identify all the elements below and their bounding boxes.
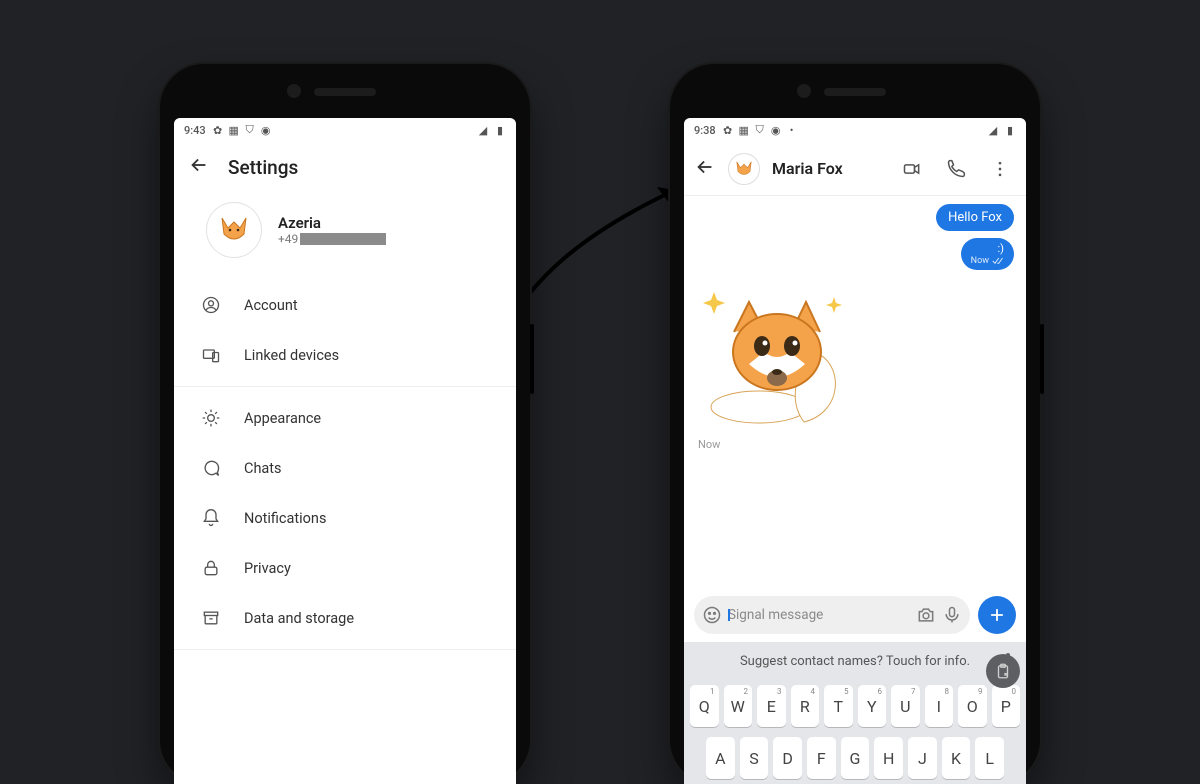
key-a[interactable]: A [706, 737, 735, 779]
bell-icon [200, 507, 222, 529]
fox-avatar-icon [214, 210, 254, 250]
gear-icon: ✿ [722, 124, 734, 136]
divider [174, 649, 516, 650]
profile-phone: +49 [278, 232, 386, 246]
battery-icon: ▮ [494, 124, 506, 136]
phone-settings: 9:43 ✿ ▦ ⛉ ◉ ◢ ▮ Settings [160, 64, 530, 784]
key-p[interactable]: P0 [992, 685, 1021, 727]
mic-icon[interactable] [942, 605, 962, 625]
settings-item-appearance[interactable]: Appearance [174, 393, 516, 443]
chat-header: Maria Fox [684, 142, 1026, 196]
message-placeholder: Signal message [728, 607, 910, 623]
key-t[interactable]: T5 [824, 685, 853, 727]
key-h[interactable]: H [874, 737, 903, 779]
avatar [206, 202, 262, 258]
keyboard-row: Q1W2E3R4T5Y6U7I8O9P0 [684, 680, 1026, 732]
back-button[interactable] [694, 156, 716, 182]
key-l[interactable]: L [975, 737, 1004, 779]
message-input[interactable]: Signal message [694, 596, 970, 634]
phone-chat: 9:38 ✿ ▦ ⛉ ◉ • ◢ ▮ Maria Fo [670, 64, 1040, 784]
gear-icon: ✿ [212, 124, 224, 136]
contact-avatar[interactable] [728, 153, 760, 185]
lock-icon [200, 557, 222, 579]
sun-icon [200, 407, 222, 429]
shield-icon: ⛉ [754, 124, 766, 136]
app-icon: ▦ [228, 124, 240, 136]
profile-row[interactable]: Azeria +49 [174, 192, 516, 280]
settings-item-label: Data and storage [244, 610, 354, 627]
redacted-phone [300, 233, 386, 245]
settings-item-privacy[interactable]: Privacy [174, 543, 516, 593]
key-s[interactable]: S [740, 737, 769, 779]
message-bubble-outgoing[interactable]: :) Now [961, 238, 1014, 270]
sticker-fox[interactable] [694, 272, 854, 432]
settings-item-label: Linked devices [244, 347, 339, 364]
chat-icon [200, 457, 222, 479]
settings-item-chats[interactable]: Chats [174, 443, 516, 493]
key-r[interactable]: R4 [791, 685, 820, 727]
message-composer: Signal message [684, 588, 1026, 642]
key-j[interactable]: J [908, 737, 937, 779]
status-time: 9:43 [184, 124, 206, 137]
status-bar: 9:38 ✿ ▦ ⛉ ◉ • ◢ ▮ [684, 118, 1026, 142]
status-time: 9:38 [694, 124, 716, 137]
key-y[interactable]: Y6 [858, 685, 887, 727]
settings-item-label: Appearance [244, 410, 321, 427]
key-i[interactable]: I8 [925, 685, 954, 727]
key-k[interactable]: K [942, 737, 971, 779]
page-title: Settings [228, 156, 298, 179]
key-q[interactable]: Q1 [690, 685, 719, 727]
message-bubble-outgoing[interactable]: Hello Fox [936, 204, 1014, 231]
add-button[interactable] [978, 596, 1016, 634]
settings-item-data-storage[interactable]: Data and storage [174, 593, 516, 643]
key-f[interactable]: F [807, 737, 836, 779]
profile-name: Azeria [278, 214, 386, 232]
devices-icon [200, 344, 222, 366]
settings-screen: 9:43 ✿ ▦ ⛉ ◉ ◢ ▮ Settings [174, 118, 516, 784]
key-o[interactable]: O9 [958, 685, 987, 727]
app-icon: ▦ [738, 124, 750, 136]
settings-item-label: Chats [244, 460, 282, 477]
signal-icon: ◢ [987, 124, 999, 136]
status-bar: 9:43 ✿ ▦ ⛉ ◉ ◢ ▮ [174, 118, 516, 142]
archive-icon [200, 607, 222, 629]
chat-body[interactable]: Hello Fox :) Now [684, 196, 1026, 642]
key-e[interactable]: E3 [757, 685, 786, 727]
chat-screen: 9:38 ✿ ▦ ⛉ ◉ • ◢ ▮ Maria Fo [684, 118, 1026, 784]
emoji-icon[interactable] [702, 605, 722, 625]
back-button[interactable] [188, 154, 210, 180]
dot-icon: • [786, 124, 798, 136]
more-button[interactable] [984, 159, 1016, 179]
keyboard-row: ASDFGHJKL [684, 732, 1026, 784]
globe-icon: ◉ [260, 124, 272, 136]
settings-item-notifications[interactable]: Notifications [174, 493, 516, 543]
settings-item-label: Account [244, 297, 298, 314]
keyboard[interactable]: Suggest contact names? Touch for info. Q… [684, 642, 1026, 784]
user-circle-icon [200, 294, 222, 316]
key-w[interactable]: W2 [724, 685, 753, 727]
contact-name[interactable]: Maria Fox [772, 159, 884, 178]
settings-item-account[interactable]: Account [174, 280, 516, 330]
sticker-timestamp: Now [698, 438, 720, 451]
settings-item-label: Privacy [244, 560, 291, 577]
settings-header: Settings [174, 142, 516, 192]
signal-icon: ◢ [477, 124, 489, 136]
globe-icon: ◉ [770, 124, 782, 136]
key-d[interactable]: D [773, 737, 802, 779]
settings-item-linked-devices[interactable]: Linked devices [174, 330, 516, 380]
delivered-icon [992, 257, 1004, 265]
keyboard-suggestion-bar[interactable]: Suggest contact names? Touch for info. [684, 642, 1026, 680]
video-call-button[interactable] [896, 159, 928, 179]
camera-icon[interactable] [916, 605, 936, 625]
shield-icon: ⛉ [244, 124, 256, 136]
divider [174, 386, 516, 387]
plus-icon [988, 606, 1006, 624]
fox-avatar-icon [732, 157, 756, 181]
voice-call-button[interactable] [940, 159, 972, 179]
key-g[interactable]: G [841, 737, 870, 779]
key-u[interactable]: U7 [891, 685, 920, 727]
battery-icon: ▮ [1004, 124, 1016, 136]
settings-item-label: Notifications [244, 510, 326, 527]
clipboard-button[interactable] [986, 654, 1020, 688]
